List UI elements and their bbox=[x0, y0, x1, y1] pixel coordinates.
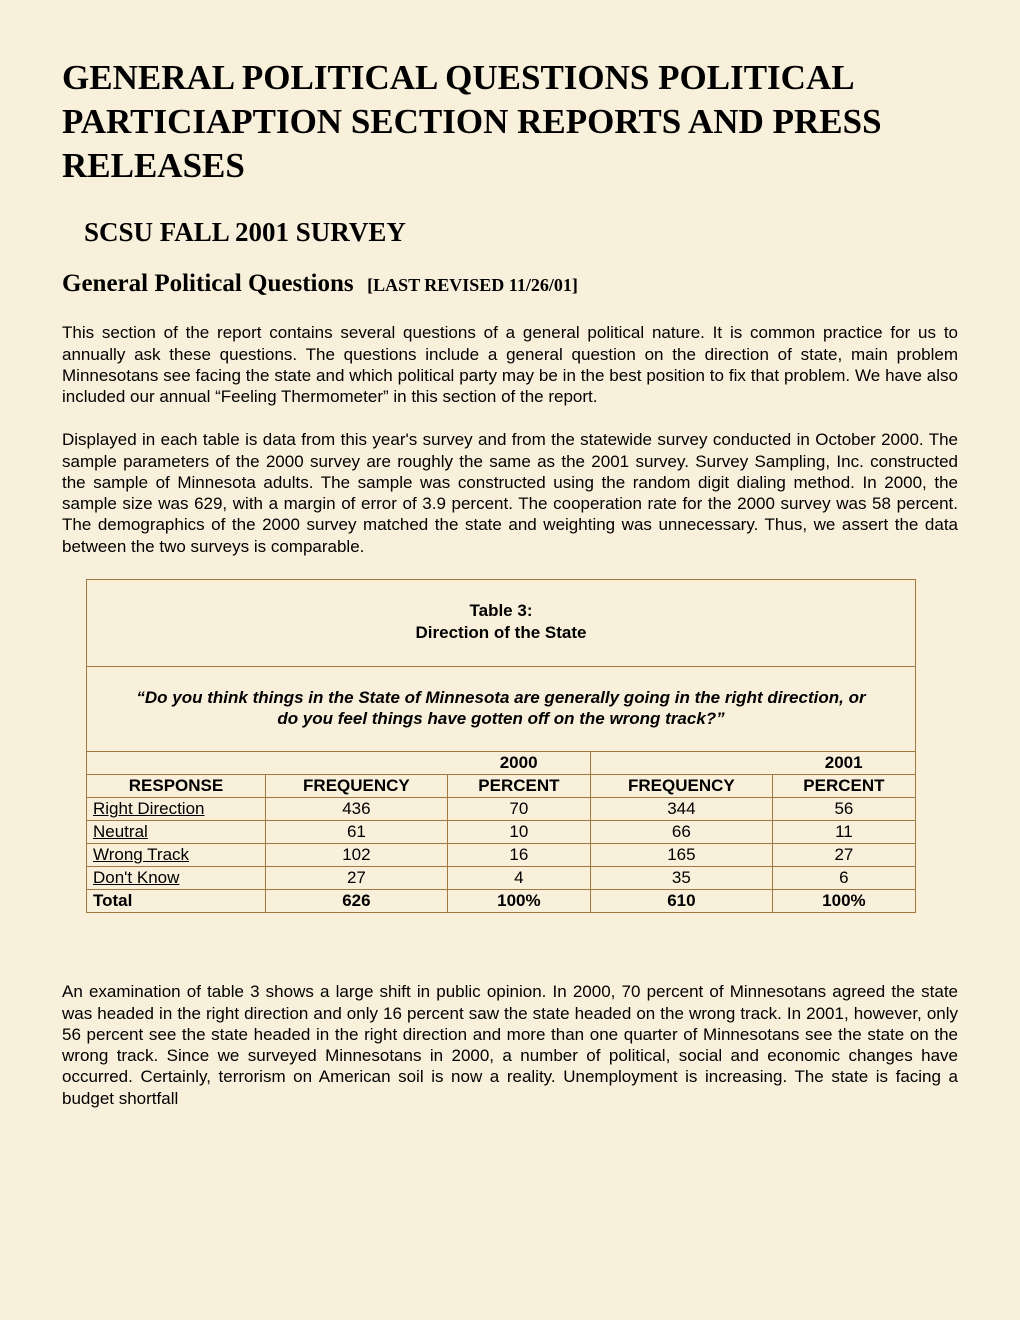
revision-note: [LAST REVISED 11/26/01] bbox=[358, 275, 578, 295]
year-blank-cell bbox=[87, 752, 266, 775]
cell-f2000: 436 bbox=[265, 798, 447, 821]
table-title-line1: Table 3: bbox=[470, 601, 533, 620]
cell-p2001: 27 bbox=[772, 844, 915, 867]
cell-p2000: 70 bbox=[447, 798, 590, 821]
table-title-line2: Direction of the State bbox=[416, 623, 587, 642]
table-question-cell: “Do you think things in the State of Min… bbox=[87, 666, 916, 752]
cell-f2001: 66 bbox=[590, 821, 772, 844]
analysis-paragraph: An examination of table 3 shows a large … bbox=[62, 981, 958, 1109]
row-label: Neutral bbox=[93, 822, 148, 841]
data-table: Table 3: Direction of the State “Do you … bbox=[86, 579, 916, 914]
cell-f2001: 35 bbox=[590, 867, 772, 890]
column-header-row: RESPONSE FREQUENCY PERCENT FREQUENCY PER… bbox=[87, 775, 916, 798]
cell-p2000: 4 bbox=[447, 867, 590, 890]
total-f2001: 610 bbox=[590, 890, 772, 913]
col-response: RESPONSE bbox=[87, 775, 266, 798]
cell-p2000: 16 bbox=[447, 844, 590, 867]
row-label: Don't Know bbox=[93, 868, 179, 887]
row-label: Right Direction bbox=[93, 799, 205, 818]
cell-p2001: 6 bbox=[772, 867, 915, 890]
table-row: Wrong Track 102 16 165 27 bbox=[87, 844, 916, 867]
col-freq-2001: FREQUENCY bbox=[590, 775, 772, 798]
table-row: Don't Know 27 4 35 6 bbox=[87, 867, 916, 890]
section-heading-line: General Political Questions [LAST REVISE… bbox=[62, 270, 958, 298]
year-2001-col1 bbox=[590, 752, 772, 775]
total-f2000: 626 bbox=[265, 890, 447, 913]
year-2001-col2: 2001 bbox=[772, 752, 915, 775]
page-title: GENERAL POLITICAL QUESTIONS POLITICAL PA… bbox=[62, 56, 958, 187]
section-heading: General Political Questions bbox=[62, 270, 354, 297]
cell-f2000: 102 bbox=[265, 844, 447, 867]
cell-f2001: 344 bbox=[590, 798, 772, 821]
total-p2000: 100% bbox=[447, 890, 590, 913]
row-label: Wrong Track bbox=[93, 845, 189, 864]
year-header-row: 2000 2001 bbox=[87, 752, 916, 775]
table-row: Right Direction 436 70 344 56 bbox=[87, 798, 916, 821]
subtitle: SCSU FALL 2001 SURVEY bbox=[84, 217, 958, 248]
cell-f2001: 165 bbox=[590, 844, 772, 867]
intro-paragraph-2: Displayed in each table is data from thi… bbox=[62, 429, 958, 557]
year-2000-col2: 2000 bbox=[447, 752, 590, 775]
total-label: Total bbox=[87, 890, 266, 913]
col-pct-2001: PERCENT bbox=[772, 775, 915, 798]
cell-p2001: 56 bbox=[772, 798, 915, 821]
table-title-cell: Table 3: Direction of the State bbox=[87, 579, 916, 666]
cell-p2000: 10 bbox=[447, 821, 590, 844]
table-row: Neutral 61 10 66 11 bbox=[87, 821, 916, 844]
cell-f2000: 61 bbox=[265, 821, 447, 844]
total-p2001: 100% bbox=[772, 890, 915, 913]
intro-paragraph-1: This section of the report contains seve… bbox=[62, 322, 958, 407]
year-2000-col1 bbox=[265, 752, 447, 775]
total-row: Total 626 100% 610 100% bbox=[87, 890, 916, 913]
col-freq-2000: FREQUENCY bbox=[265, 775, 447, 798]
cell-f2000: 27 bbox=[265, 867, 447, 890]
cell-p2001: 11 bbox=[772, 821, 915, 844]
col-pct-2000: PERCENT bbox=[447, 775, 590, 798]
